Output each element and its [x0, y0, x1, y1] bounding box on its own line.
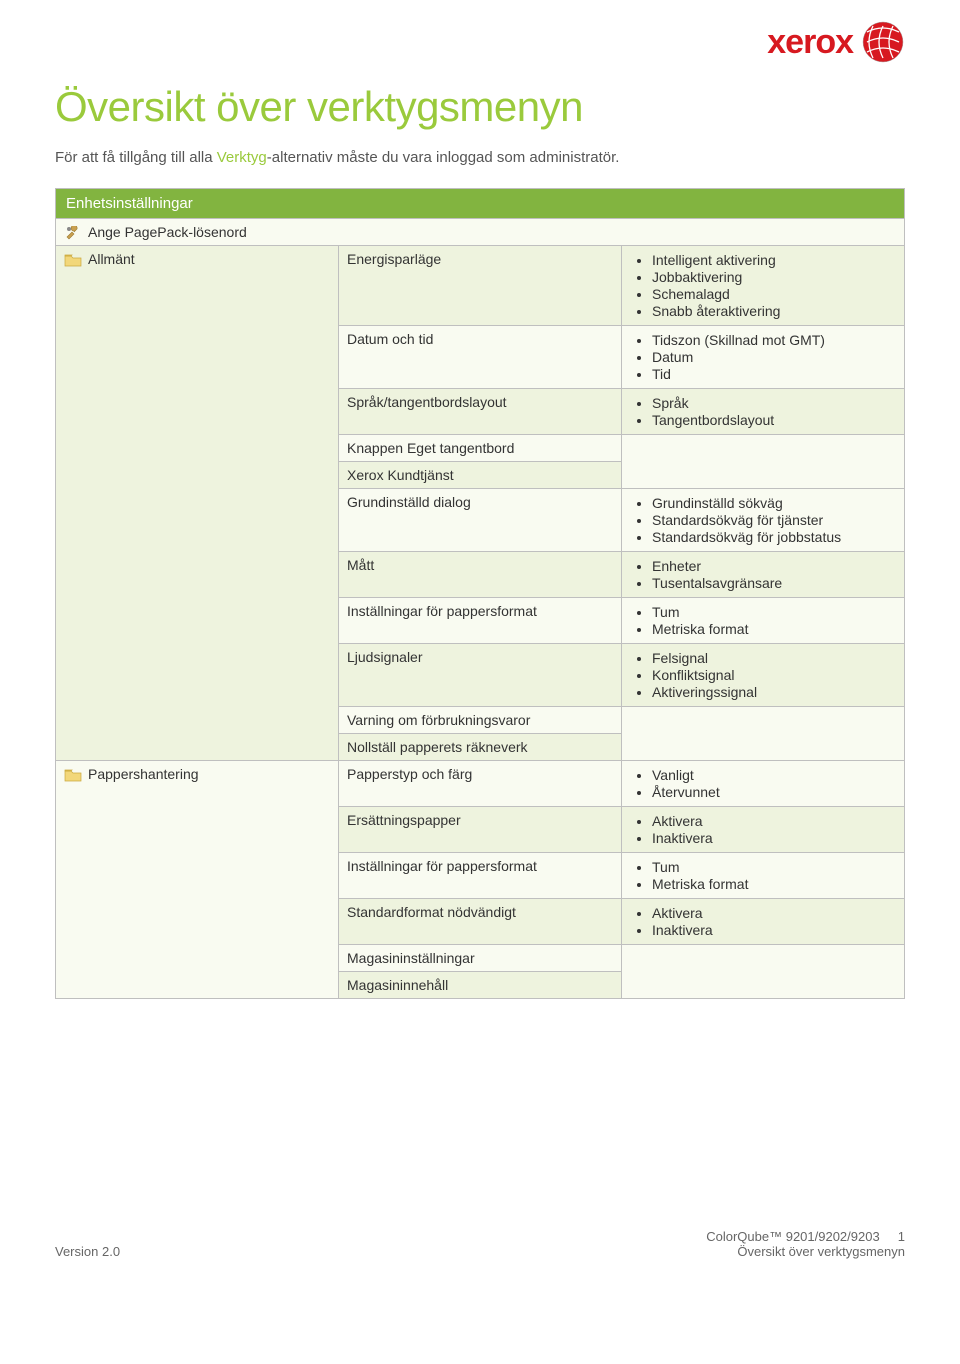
- cell-label: Xerox Kundtjänst: [339, 462, 622, 489]
- list-item: Tum: [652, 604, 896, 620]
- intro-prefix: För att få tillgång till alla: [55, 149, 217, 166]
- list-item: Felsignal: [652, 650, 896, 666]
- folder-icon: [64, 253, 82, 267]
- list-item: Metriska format: [652, 876, 896, 892]
- cell-label: Språk/tangentbordslayout: [339, 389, 622, 435]
- list-item: Jobbaktivering: [652, 269, 896, 285]
- list-item: Aktiveringssignal: [652, 684, 896, 700]
- footer-version: Version 2.0: [55, 1244, 120, 1259]
- cell-label: Ljudsignaler: [339, 644, 622, 707]
- cell-value: Felsignal Konfliktsignal Aktiveringssign…: [622, 644, 905, 707]
- cell-label: Ange PagePack-lösenord: [88, 224, 247, 240]
- xerox-sphere-icon: [861, 20, 905, 64]
- cell-value: Språk Tangentbordslayout: [622, 389, 905, 435]
- cell-label: Energisparläge: [339, 246, 622, 326]
- list-item: Tid: [652, 366, 896, 382]
- cell-label: Pappershantering: [88, 766, 199, 782]
- list-item: Inaktivera: [652, 830, 896, 846]
- list-item: Inaktivera: [652, 922, 896, 938]
- cell-label: Magasininställningar: [339, 945, 622, 972]
- cell-label: Inställningar för pappersformat: [339, 598, 622, 644]
- list-item: Vanligt: [652, 767, 896, 783]
- tools-icon: [64, 226, 82, 240]
- list-item: Tangentbordslayout: [652, 412, 896, 428]
- list-item: Tusentalsavgränsare: [652, 575, 896, 591]
- list-item: Metriska format: [652, 621, 896, 637]
- cell-value: Tidszon (Skillnad mot GMT) Datum Tid: [622, 326, 905, 389]
- cell-value: Tum Metriska format: [622, 598, 905, 644]
- folder-icon: [64, 768, 82, 782]
- list-item: Tum: [652, 859, 896, 875]
- settings-table: Enhetsinställningar Ange PagePack-löseno…: [55, 188, 905, 999]
- list-item: Schemalagd: [652, 286, 896, 302]
- cell-label: Mått: [339, 552, 622, 598]
- intro-text: För att få tillgång till alla Verktyg-al…: [55, 149, 905, 166]
- cell-label: Magasininnehåll: [339, 972, 622, 999]
- intro-link: Verktyg: [217, 149, 267, 166]
- list-item: Standardsökväg för jobbstatus: [652, 529, 896, 545]
- page-footer: Version 2.0 ColorQube™ 9201/9202/9203 1 …: [55, 1229, 905, 1259]
- cell-label: Varning om förbrukningsvaror: [339, 707, 622, 734]
- list-item: Enheter: [652, 558, 896, 574]
- intro-suffix: -alternativ måste du vara inloggad som a…: [267, 149, 620, 166]
- table-row: Allmänt: [56, 246, 339, 761]
- list-item: Konfliktsignal: [652, 667, 896, 683]
- cell-label: Datum och tid: [339, 326, 622, 389]
- list-item: Intelligent aktivering: [652, 252, 896, 268]
- cell-value: [622, 945, 905, 999]
- cell-label: Inställningar för pappersformat: [339, 853, 622, 899]
- cell-value: Intelligent aktivering Jobbaktivering Sc…: [622, 246, 905, 326]
- cell-value: Vanligt Återvunnet: [622, 761, 905, 807]
- cell-label: Grundinställd dialog: [339, 489, 622, 552]
- cell-value: [622, 707, 905, 761]
- cell-label: Papperstyp och färg: [339, 761, 622, 807]
- list-item: Aktivera: [652, 905, 896, 921]
- list-item: Snabb återaktivering: [652, 303, 896, 319]
- brand-name: xerox: [767, 23, 853, 62]
- table-row: Pappershantering: [56, 761, 339, 999]
- cell-value: Aktivera Inaktivera: [622, 807, 905, 853]
- cell-label: Standardformat nödvändigt: [339, 899, 622, 945]
- list-item: Aktivera: [652, 813, 896, 829]
- cell-value: Grundinställd sökväg Standardsökväg för …: [622, 489, 905, 552]
- cell-label: Knappen Eget tangentbord: [339, 435, 622, 462]
- cell-label: Allmänt: [88, 251, 135, 267]
- list-item: Tidszon (Skillnad mot GMT): [652, 332, 896, 348]
- cell-value: Enheter Tusentalsavgränsare: [622, 552, 905, 598]
- cell-value: Tum Metriska format: [622, 853, 905, 899]
- list-item: Återvunnet: [652, 784, 896, 800]
- list-item: Grundinställd sökväg: [652, 495, 896, 511]
- cell-label: Ersättningspapper: [339, 807, 622, 853]
- list-item: Språk: [652, 395, 896, 411]
- brand-logo: xerox: [767, 20, 905, 64]
- table-row: Ange PagePack-lösenord: [56, 219, 905, 246]
- section-header: Enhetsinställningar: [56, 189, 905, 219]
- cell-label: Nollställ papperets räkneverk: [339, 734, 622, 761]
- list-item: Standardsökväg för tjänster: [652, 512, 896, 528]
- cell-value: [622, 435, 905, 489]
- list-item: Datum: [652, 349, 896, 365]
- footer-product: ColorQube™ 9201/9202/9203: [706, 1229, 879, 1244]
- footer-subtitle: Översikt över verktygsmenyn: [737, 1244, 905, 1259]
- footer-page: 1: [898, 1229, 905, 1244]
- page-title: Översikt över verktygsmenyn: [55, 83, 905, 131]
- cell-value: Aktivera Inaktivera: [622, 899, 905, 945]
